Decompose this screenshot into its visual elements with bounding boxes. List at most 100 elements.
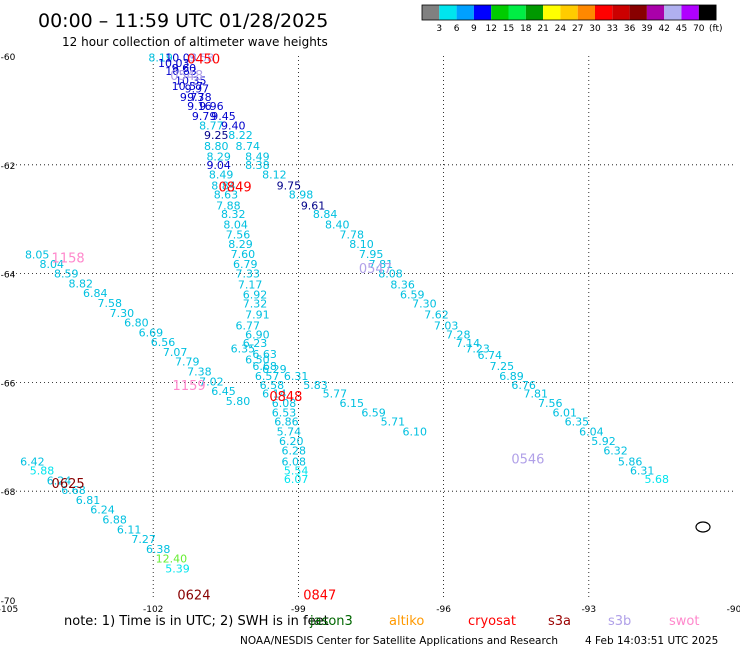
wave-height-label: 7.38 <box>187 366 212 379</box>
legend-label: 70 <box>693 24 705 34</box>
wave-height-label: 7.02 <box>199 375 224 388</box>
x-tick-label: -105 <box>0 605 18 615</box>
wave-height-label: 6.50 <box>245 354 270 367</box>
legend-label: 15 <box>503 24 514 34</box>
wave-height-label: 6.15 <box>340 397 365 410</box>
wave-height-label: 6.59 <box>400 288 425 301</box>
wave-height-label: 6.77 <box>235 319 259 332</box>
pass-time-label: 0848 <box>269 390 302 405</box>
legend-label: 33 <box>607 24 618 34</box>
wave-height-label: 8.19 <box>148 52 173 65</box>
wave-height-label: 7.56 <box>538 397 563 410</box>
legend-swatch <box>629 5 647 20</box>
wave-height-label: 8.40 <box>325 219 350 232</box>
wave-height-label: 8.80 <box>204 140 229 153</box>
wave-height-label: 7.30 <box>110 307 135 320</box>
wave-height-label: 6.69 <box>139 326 164 339</box>
wave-height-label: 6.38 <box>146 543 171 556</box>
wave-height-label: 9.40 <box>221 120 246 133</box>
wave-height-label: 6.24 <box>90 504 115 517</box>
wave-height-label: 7.23 <box>465 343 490 356</box>
satellite-name: jason3 <box>309 614 353 629</box>
legend-unit: (ft) <box>709 24 723 34</box>
x-tick-label: -93 <box>581 605 596 615</box>
satellite-name: altiko <box>389 614 424 629</box>
wave-height-label: 8.82 <box>69 277 94 290</box>
footer-timestamp: 4 Feb 14:03:51 UTC 2025 <box>585 635 718 647</box>
wave-height-label: 7.17 <box>238 278 263 291</box>
wave-height-label: 5.68 <box>644 473 669 486</box>
x-axis-ticks: -105 -102 -99 -96 -93 -90 <box>0 605 740 615</box>
wave-height-label: 8.77 <box>199 120 224 133</box>
wave-height-label: 7.32 <box>243 298 267 311</box>
wave-height-label: 7.62 <box>424 308 449 321</box>
legend-label: 9 <box>471 24 477 34</box>
wave-height-label: 7.81 <box>369 258 394 271</box>
pass-time-label: 0547 <box>359 262 392 277</box>
wave-height-label: 6.31 <box>284 370 309 383</box>
wave-height-label: 8.32 <box>221 208 246 221</box>
wave-height-label: 8.36 <box>390 278 415 291</box>
wave-height-label: 8.74 <box>235 140 259 153</box>
wave-height-label: 8.98 <box>289 189 314 202</box>
wave-height-label: 9.79 <box>192 110 217 123</box>
color-legend: 3 6 9 12 15 18 21 24 27 30 33 36 39 42 45 70 <box>421 4 717 34</box>
wave-height-label: 5.80 <box>226 395 251 408</box>
wave-height-label: 8.29 <box>228 238 253 251</box>
y-tick-label: -70 <box>1 597 16 607</box>
legend-label: 42 <box>658 24 669 34</box>
wave-height-label: 6.24 <box>47 474 72 487</box>
legend-swatch <box>664 5 682 20</box>
wave-height-label: 6.28 <box>281 444 306 457</box>
pass-time-label: 0847 <box>303 589 336 604</box>
satellite-name: s3b <box>608 614 631 629</box>
wave-height-label: 6.01 <box>553 406 578 419</box>
island-outline <box>695 521 711 533</box>
legend-swatch <box>560 5 578 20</box>
legend-label: 6 <box>454 24 460 34</box>
wave-height-label: 10.03 <box>158 57 190 70</box>
wave-height-label: 7.28 <box>446 329 471 342</box>
legend-swatch <box>439 5 457 20</box>
wave-height-label: 9.60 <box>172 62 197 75</box>
wave-height-label: 10.35 <box>175 74 207 87</box>
wave-height-label: 6.92 <box>243 288 267 301</box>
footer-credit: NOAA/NESDIS Center for Satellite Applica… <box>240 635 558 647</box>
legend-label: 21 <box>537 24 548 34</box>
wave-height-label: 7.30 <box>412 298 437 311</box>
wave-height-label: 9.96 <box>199 100 224 113</box>
satellite-name: cryosat <box>468 614 516 629</box>
legend-swatch <box>508 5 526 20</box>
wave-height-label: 6.63 <box>252 348 276 361</box>
wave-height-label: 6.32 <box>603 444 628 457</box>
y-tick-label: -60 <box>1 53 16 63</box>
pass-time-label: 0548 <box>170 69 203 84</box>
wave-height-label: 7.81 <box>523 387 548 400</box>
legend-swatch <box>577 5 595 20</box>
legend-swatch <box>422 5 440 20</box>
legend-swatch <box>681 5 699 20</box>
wave-height-label: 9.16 <box>187 100 212 113</box>
wave-height-label: 5.39 <box>165 562 190 575</box>
wave-height-label: 6.11 <box>117 523 141 536</box>
wave-height-label: 7.14 <box>456 337 481 350</box>
wave-height-label: 6.74 <box>477 349 502 362</box>
y-axis-ticks: -60 -62 -64 -66 -68 -70 <box>1 53 16 607</box>
satellite-name: s3a <box>548 614 571 629</box>
x-tick-label: -99 <box>291 605 306 615</box>
pass-time-label: 1158 <box>52 251 85 266</box>
legend-label: 12 <box>485 24 496 34</box>
wave-height-label: 7.60 <box>231 248 256 261</box>
legend-label: 45 <box>676 24 687 34</box>
legend-swatch <box>698 5 717 20</box>
wave-height-label: 5.88 <box>30 465 54 478</box>
legend-label: 39 <box>641 24 653 34</box>
wave-height-label: 6.81 <box>76 494 101 507</box>
legend-swatch <box>491 5 509 20</box>
wave-height-label: 9.61 <box>301 200 326 213</box>
wave-height-label: 8.84 <box>313 208 338 221</box>
legend-frame <box>421 4 717 21</box>
wave-height-label: 6.88 <box>102 513 127 526</box>
